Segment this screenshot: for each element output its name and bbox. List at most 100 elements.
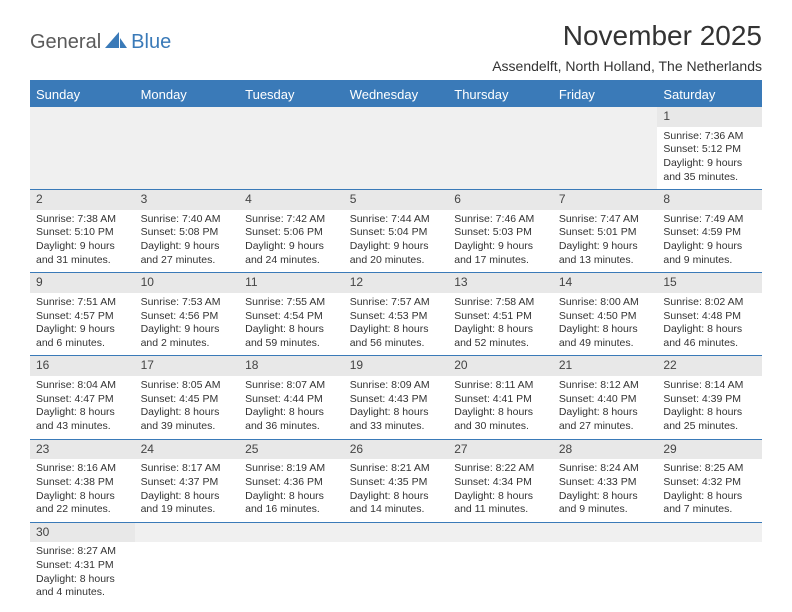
day-number-cell [239, 522, 344, 542]
day-number-cell: 14 [553, 273, 658, 293]
sunrise-text: Sunrise: 8:04 AM [36, 379, 129, 393]
day-number-cell [448, 522, 553, 542]
day-number-cell: 27 [448, 439, 553, 459]
day-info-cell [344, 127, 449, 190]
sunset-text: Sunset: 4:51 PM [454, 310, 547, 324]
sunrise-text: Sunrise: 7:38 AM [36, 213, 129, 227]
day-info-cell: Sunrise: 7:49 AMSunset: 4:59 PMDaylight:… [657, 210, 762, 273]
day-info-cell: Sunrise: 8:05 AMSunset: 4:45 PMDaylight:… [135, 376, 240, 439]
daylight-text: Daylight: 9 hours [559, 240, 652, 254]
sunset-text: Sunset: 4:45 PM [141, 393, 234, 407]
day-number-cell: 28 [553, 439, 658, 459]
weekday-header: Thursday [448, 82, 553, 107]
sunset-text: Sunset: 4:59 PM [663, 226, 756, 240]
sunrise-text: Sunrise: 8:02 AM [663, 296, 756, 310]
daylight-text: and 31 minutes. [36, 254, 129, 268]
daylight-text: and 11 minutes. [454, 503, 547, 517]
sunrise-text: Sunrise: 7:58 AM [454, 296, 547, 310]
day-number-cell [344, 522, 449, 542]
day-number-cell: 11 [239, 273, 344, 293]
day-info-cell: Sunrise: 7:40 AMSunset: 5:08 PMDaylight:… [135, 210, 240, 273]
day-info-cell: Sunrise: 8:14 AMSunset: 4:39 PMDaylight:… [657, 376, 762, 439]
day-info-cell: Sunrise: 8:09 AMSunset: 4:43 PMDaylight:… [344, 376, 449, 439]
sunset-text: Sunset: 5:01 PM [559, 226, 652, 240]
daylight-text: and 39 minutes. [141, 420, 234, 434]
daylight-text: Daylight: 8 hours [454, 323, 547, 337]
day-number-cell: 17 [135, 356, 240, 376]
daylight-text: and 9 minutes. [559, 503, 652, 517]
day-info-cell [657, 542, 762, 605]
daylight-text: Daylight: 9 hours [663, 240, 756, 254]
sunset-text: Sunset: 5:12 PM [663, 143, 756, 157]
sunrise-text: Sunrise: 8:09 AM [350, 379, 443, 393]
daylight-text: Daylight: 8 hours [36, 490, 129, 504]
day-number-cell: 10 [135, 273, 240, 293]
sunrise-text: Sunrise: 7:57 AM [350, 296, 443, 310]
day-number-cell: 6 [448, 190, 553, 210]
daylight-text: Daylight: 8 hours [245, 406, 338, 420]
day-info-cell: Sunrise: 8:19 AMSunset: 4:36 PMDaylight:… [239, 459, 344, 522]
sunset-text: Sunset: 4:54 PM [245, 310, 338, 324]
day-info-cell: Sunrise: 7:57 AMSunset: 4:53 PMDaylight:… [344, 293, 449, 356]
daylight-text: Daylight: 9 hours [36, 323, 129, 337]
sunrise-text: Sunrise: 8:19 AM [245, 462, 338, 476]
daylight-text: and 46 minutes. [663, 337, 756, 351]
sunset-text: Sunset: 4:31 PM [36, 559, 129, 573]
daylight-text: Daylight: 8 hours [141, 406, 234, 420]
sunrise-text: Sunrise: 7:46 AM [454, 213, 547, 227]
day-info-row: Sunrise: 8:27 AMSunset: 4:31 PMDaylight:… [30, 542, 762, 605]
daylight-text: Daylight: 9 hours [663, 157, 756, 171]
day-info-cell [239, 127, 344, 190]
daylight-text: Daylight: 8 hours [454, 406, 547, 420]
sunrise-text: Sunrise: 8:05 AM [141, 379, 234, 393]
day-info-cell: Sunrise: 7:36 AMSunset: 5:12 PMDaylight:… [657, 127, 762, 190]
day-info-cell [135, 542, 240, 605]
day-number-cell: 30 [30, 522, 135, 542]
day-info-row: Sunrise: 8:04 AMSunset: 4:47 PM Daylight:… [30, 376, 762, 439]
sunset-text: Sunset: 4:50 PM [559, 310, 652, 324]
sail-icon [105, 30, 127, 55]
sunset-text: Sunset: 4:44 PM [245, 393, 338, 407]
daylight-text: and 36 minutes. [245, 420, 338, 434]
day-info-cell: Sunrise: 8:25 AMSunset: 4:32 PMDaylight:… [657, 459, 762, 522]
weekday-header-row: Sunday Monday Tuesday Wednesday Thursday… [30, 82, 762, 107]
sunrise-text: Sunrise: 8:22 AM [454, 462, 547, 476]
day-info-cell: Sunrise: 7:44 AMSunset: 5:04 PMDaylight:… [344, 210, 449, 273]
daylight-text: and 16 minutes. [245, 503, 338, 517]
daylight-text: and 24 minutes. [245, 254, 338, 268]
daylight-text: Daylight: 8 hours [663, 406, 756, 420]
day-info-cell: Sunrise: 7:55 AMSunset: 4:54 PMDaylight:… [239, 293, 344, 356]
daylight-text: Daylight: 8 hours [245, 323, 338, 337]
daylight-text: and 49 minutes. [559, 337, 652, 351]
day-info-cell: Sunrise: 7:46 AMSunset: 5:03 PMDaylight:… [448, 210, 553, 273]
day-number-cell: 22 [657, 356, 762, 376]
day-number-cell: 3 [135, 190, 240, 210]
sunset-text: Sunset: 4:35 PM [350, 476, 443, 490]
daylight-text: and 56 minutes. [350, 337, 443, 351]
sunset-text: Sunset: 4:43 PM [350, 393, 443, 407]
logo: General Blue [30, 30, 171, 55]
day-info-row: Sunrise: 8:16 AMSunset: 4:38 PMDaylight:… [30, 459, 762, 522]
sunset-text: Sunset: 5:08 PM [141, 226, 234, 240]
sunrise-text: Sunrise: 8:16 AM [36, 462, 129, 476]
sunrise-text: Sunrise: 8:12 AM [559, 379, 652, 393]
daylight-text: Daylight: 8 hours [663, 490, 756, 504]
page-title: November 2025 [492, 20, 762, 52]
sunset-text: Sunset: 4:56 PM [141, 310, 234, 324]
day-info-cell: Sunrise: 7:42 AMSunset: 5:06 PMDaylight:… [239, 210, 344, 273]
day-number-cell: 8 [657, 190, 762, 210]
daylight-text: and 19 minutes. [141, 503, 234, 517]
sunset-text: Sunset: 4:47 PM [36, 393, 129, 407]
day-number-row: 30 [30, 522, 762, 542]
sunrise-text: Sunrise: 8:24 AM [559, 462, 652, 476]
day-info-cell: Sunrise: 8:27 AMSunset: 4:31 PMDaylight:… [30, 542, 135, 605]
daylight-text: and 27 minutes. [559, 420, 652, 434]
day-number-cell: 5 [344, 190, 449, 210]
sunrise-text: Sunrise: 7:40 AM [141, 213, 234, 227]
day-number-cell: 9 [30, 273, 135, 293]
day-info-cell: Sunrise: 8:17 AMSunset: 4:37 PMDaylight:… [135, 459, 240, 522]
sunset-text: Sunset: 5:06 PM [245, 226, 338, 240]
day-number-row: 23242526272829 [30, 439, 762, 459]
day-number-cell [553, 107, 658, 127]
day-info-cell [448, 542, 553, 605]
